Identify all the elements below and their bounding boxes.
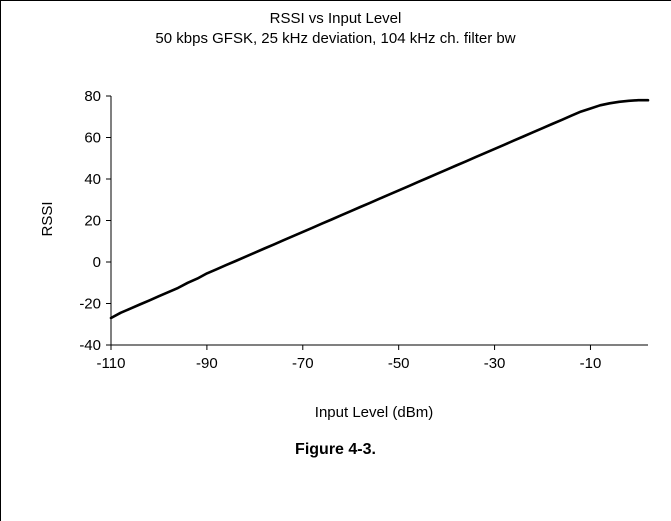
x-tick-label: -110 (97, 355, 126, 372)
figure-caption: Figure 4-3. (295, 441, 376, 458)
x-tick-label: -50 (388, 355, 410, 372)
x-tick-label: -70 (292, 355, 314, 372)
x-axis-label: Input Level (dBm) (315, 404, 433, 421)
y-tick-label: 80 (84, 88, 101, 105)
chart-axes (110, 96, 648, 346)
y-axis-label: RSSI (39, 201, 56, 236)
chart-title: RSSI vs Input Level (269, 10, 402, 27)
chart-series (109, 98, 650, 320)
y-tick-label: -20 (79, 296, 101, 313)
y-tick-label: 0 (93, 254, 101, 271)
y-tick-label: 20 (84, 213, 101, 230)
chart-subtitle: 50 kbps GFSK, 25 kHz deviation, 104 kHz … (155, 30, 516, 47)
y-tick-label: -40 (79, 337, 101, 354)
y-tick-label: 40 (84, 171, 101, 188)
y-tick-label: 60 (84, 130, 101, 147)
x-tick-label: -90 (196, 355, 218, 372)
axis-ticks: -40 -20 0 20 40 60 80 -110 -90 -70 -50 -30 -10 (79, 88, 601, 372)
x-tick-label: -30 (484, 355, 506, 372)
x-tick-label: -10 (580, 355, 602, 372)
rssi-series-line (109, 98, 650, 320)
